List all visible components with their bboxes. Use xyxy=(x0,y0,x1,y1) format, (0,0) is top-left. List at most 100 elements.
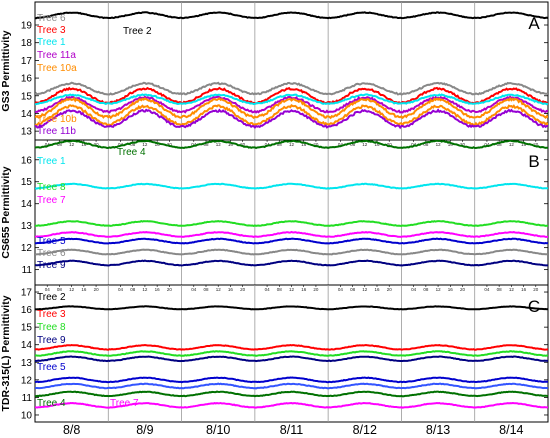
series-line xyxy=(35,140,548,150)
legend-entry: Tree 11a xyxy=(37,50,76,61)
hour-tick-label: 12 xyxy=(69,142,75,147)
hour-tick-label: 20 xyxy=(313,287,319,292)
hour-tick-label: 20 xyxy=(387,287,393,292)
hour-tick-label: 04 xyxy=(191,287,197,292)
series-line xyxy=(35,305,548,311)
y-tick-label: 17 xyxy=(21,56,33,67)
hour-tick-label: 08 xyxy=(203,287,209,292)
y-tick-label: 17 xyxy=(21,288,33,299)
hour-tick-label: 04 xyxy=(118,142,124,147)
y-tick-label: 13 xyxy=(21,127,33,138)
y-tick-label: 11 xyxy=(22,265,33,276)
hour-tick-label: 04 xyxy=(191,142,197,147)
hour-tick-label: 08 xyxy=(57,287,63,292)
hour-tick-label: 04 xyxy=(45,287,51,292)
y-tick-label: 12 xyxy=(21,375,33,386)
hour-tick-label: 16 xyxy=(228,287,234,292)
series-line xyxy=(35,343,548,351)
panel-letter: A xyxy=(528,14,540,33)
legend-entry: Tree 3 xyxy=(37,25,66,36)
hour-tick-label: 16 xyxy=(81,142,87,147)
hour-tick-label: 08 xyxy=(350,142,356,147)
hour-tick-label: 20 xyxy=(94,142,100,147)
series-line xyxy=(35,355,548,363)
panel-frame xyxy=(34,1,549,141)
y-tick-label: 13 xyxy=(21,221,33,232)
hour-tick-label: 04 xyxy=(338,287,344,292)
y-axis-label: GS3 Permittivity xyxy=(0,30,12,111)
y-tick-label: 19 xyxy=(21,21,33,32)
legend-entry: Tree 5 xyxy=(37,362,66,373)
y-tick-label: 14 xyxy=(21,109,33,120)
hour-tick-label: 08 xyxy=(57,142,63,147)
panel-frame xyxy=(34,139,549,286)
y-tick-label: 16 xyxy=(21,155,33,166)
hour-tick-label: 16 xyxy=(448,287,454,292)
legend-entry: Tree 8 xyxy=(37,322,66,333)
y-tick-label: 15 xyxy=(21,91,33,102)
hour-tick-label: 08 xyxy=(130,287,136,292)
x-tick-label: 8/10 xyxy=(206,423,230,437)
y-tick-label: 13 xyxy=(21,358,33,369)
y-tick-label: 14 xyxy=(21,340,33,351)
hour-tick-label: 12 xyxy=(362,287,368,292)
hour-tick-label: 12 xyxy=(436,142,442,147)
hour-tick-label: 16 xyxy=(155,287,161,292)
legend-entry: Tree 5 xyxy=(37,236,66,247)
y-tick-label: 15 xyxy=(21,323,33,334)
hour-tick-label: 08 xyxy=(350,287,356,292)
legend-entry: Tree 10b xyxy=(37,114,77,125)
hour-tick-label: 20 xyxy=(313,142,319,147)
legend-entry: Tree 10a xyxy=(37,63,77,74)
hour-tick-label: 04 xyxy=(411,287,417,292)
hour-tick-label: 08 xyxy=(277,287,283,292)
hour-tick-label: 12 xyxy=(509,287,515,292)
legend-entry: Tree 1 xyxy=(37,37,66,48)
series-line xyxy=(35,220,548,227)
hour-tick-label: 20 xyxy=(240,142,246,147)
legend-entry: Tree 4 xyxy=(37,398,66,409)
hour-tick-label: 16 xyxy=(374,287,380,292)
hour-tick-label: 16 xyxy=(228,142,234,147)
hour-tick-label: 12 xyxy=(69,287,75,292)
hour-tick-label: 04 xyxy=(265,142,271,147)
hour-tick-label: 12 xyxy=(142,142,148,147)
y-axis-label: TDR-315(L) Permittivity xyxy=(0,295,12,411)
legend-entry: Tree 4 xyxy=(117,147,146,158)
legend-entry: Tree 9 xyxy=(37,335,66,346)
panel-letter: C xyxy=(528,297,540,316)
series-line xyxy=(35,108,548,130)
legend-entry: Tree 7 xyxy=(110,398,139,409)
series-line xyxy=(35,96,548,120)
x-tick-label: 8/9 xyxy=(136,423,153,437)
series-line xyxy=(35,103,548,127)
series-line xyxy=(35,81,548,96)
hour-tick-label: 04 xyxy=(338,142,344,147)
y-tick-label: 16 xyxy=(21,74,33,85)
hour-tick-label: 04 xyxy=(484,287,490,292)
hour-tick-label: 16 xyxy=(521,142,527,147)
legend-entry: Tree 6 xyxy=(37,13,66,24)
series-line xyxy=(35,259,548,267)
hour-tick-label: 08 xyxy=(423,287,429,292)
hour-tick-label: 20 xyxy=(533,142,539,147)
hour-tick-label: 20 xyxy=(533,287,539,292)
series-line xyxy=(35,401,548,409)
series-line xyxy=(35,182,548,190)
x-tick-label: 8/13 xyxy=(426,423,450,437)
hour-tick-label: 04 xyxy=(118,287,124,292)
hour-tick-label: 04 xyxy=(45,142,51,147)
legend-entry: Tree 6 xyxy=(37,248,66,259)
legend-entry: Tree 9 xyxy=(37,260,66,271)
legend-entry: Tree 8 xyxy=(37,182,66,193)
y-tick-label: 16 xyxy=(21,305,33,316)
series-line xyxy=(35,237,548,245)
legend-entry: Tree 2 xyxy=(37,292,66,303)
series-line xyxy=(35,95,548,114)
hour-tick-label: 12 xyxy=(436,287,442,292)
y-tick-label: 15 xyxy=(21,177,33,188)
y-tick-label: 12 xyxy=(21,243,33,254)
hour-tick-label: 04 xyxy=(411,142,417,147)
